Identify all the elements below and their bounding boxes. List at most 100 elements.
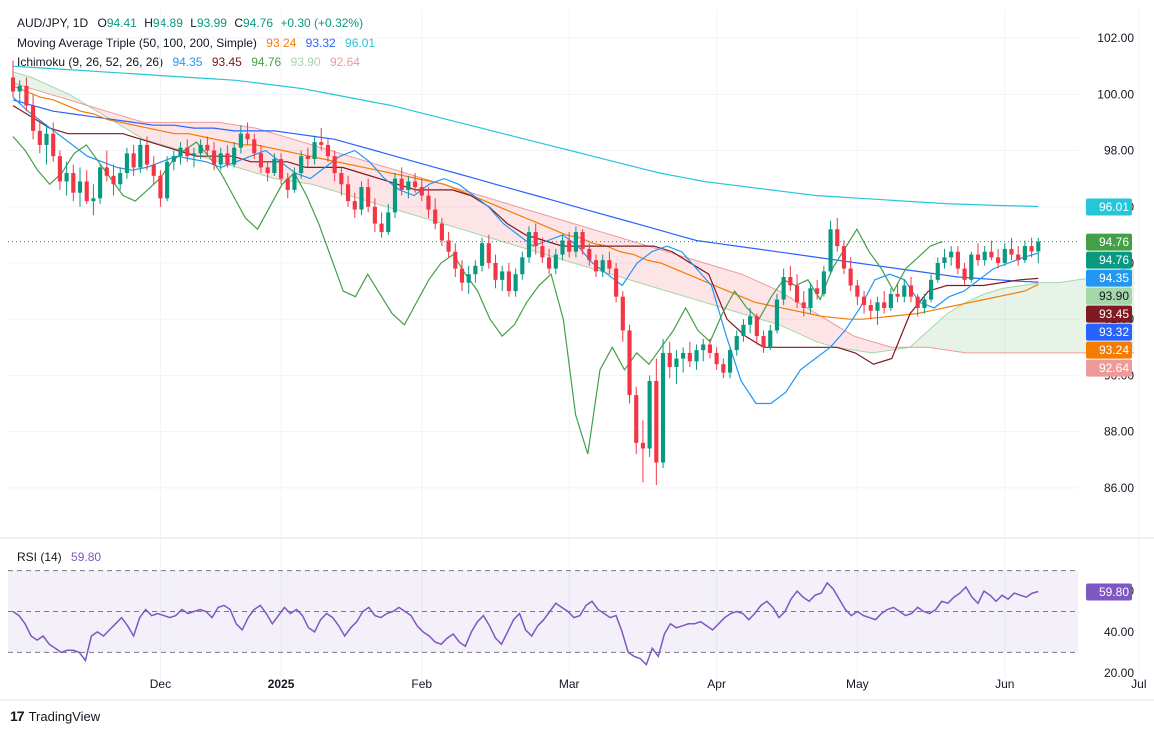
candle (902, 279, 907, 303)
candle-body (486, 243, 491, 263)
candle (406, 175, 411, 199)
candle (144, 136, 150, 171)
candle-body (587, 248, 592, 261)
candle (292, 167, 297, 193)
candle-body (721, 364, 726, 373)
candle-body (292, 173, 297, 190)
candle-body (138, 144, 143, 168)
candle (714, 347, 719, 370)
ma-legend-title: Moving Average Triple (50, 100, 200, Sim… (17, 36, 257, 50)
candle (573, 226, 578, 258)
candle (882, 291, 887, 314)
tenkan-value: 94.35 (172, 55, 203, 69)
candle-body (761, 336, 766, 348)
candle-body (848, 268, 853, 286)
candle-body (466, 274, 471, 283)
x-tick-label: Apr (707, 677, 726, 691)
span-b-value: 92.64 (329, 55, 360, 69)
candle-body (453, 251, 458, 269)
rsi-value-label: 59.80 (1099, 585, 1129, 599)
candle (868, 299, 873, 320)
candle (815, 279, 820, 300)
rsi-y-tick-label: 20.00 (1104, 666, 1134, 680)
candle (493, 254, 498, 289)
candle-body (1009, 248, 1014, 255)
x-tick-label: Jul (1131, 677, 1146, 691)
cloud-segment (442, 184, 462, 230)
candle (1022, 240, 1027, 263)
candle-body (1022, 246, 1027, 261)
y-tick-label: 98.00 (1104, 144, 1134, 158)
cloud-segment (125, 116, 144, 140)
candle-body (982, 251, 987, 261)
candle-body (687, 352, 692, 362)
candle-body (567, 240, 572, 252)
candle (332, 150, 337, 182)
candle (238, 125, 243, 154)
y-tick-label: 88.00 (1104, 425, 1134, 439)
candle (285, 173, 290, 199)
candle-body (285, 178, 290, 190)
candle-body (634, 395, 639, 443)
span-a-value: 93.90 (290, 55, 321, 69)
candle-body (165, 161, 170, 199)
candle (1009, 237, 1014, 261)
candle (426, 187, 431, 218)
candle (312, 136, 317, 165)
candle (681, 347, 686, 373)
candle-body (553, 254, 558, 269)
candle (352, 192, 357, 218)
candle (855, 279, 860, 306)
candle (57, 150, 62, 190)
candle (1016, 246, 1021, 266)
tradingview-brand[interactable]: 17 TradingView (10, 708, 100, 724)
candle (614, 262, 619, 303)
candle (875, 296, 880, 325)
candle-body (614, 268, 619, 297)
candle-body (211, 150, 217, 165)
candle (687, 341, 692, 367)
low-value: 93.99 (196, 16, 227, 30)
ichimoku-cloud (13, 71, 1135, 353)
candle (359, 181, 364, 216)
cloud-segment (947, 302, 966, 353)
candle-body (734, 336, 739, 351)
candle (339, 167, 344, 196)
candle-body (305, 156, 310, 159)
candle (674, 350, 679, 384)
candle (466, 265, 471, 294)
candle-body (908, 285, 914, 297)
candle-body (801, 302, 806, 308)
candle (31, 94, 36, 140)
candle (794, 274, 800, 308)
cloud-segment (461, 189, 481, 235)
candle-body (171, 156, 176, 162)
candle-body (459, 268, 465, 283)
candle (158, 170, 163, 207)
chikou-value: 94.76 (251, 55, 282, 69)
candle-body (198, 144, 203, 154)
candle-body (922, 299, 927, 308)
candle (372, 198, 377, 233)
candle-body (741, 324, 746, 337)
candle (392, 173, 398, 218)
candle (701, 338, 706, 362)
candle (526, 226, 532, 263)
candle-body (51, 133, 56, 157)
candle-body (580, 232, 585, 249)
candle-body (694, 350, 699, 362)
candle-body (526, 232, 532, 258)
candle-body (379, 223, 384, 233)
candle-body (520, 257, 525, 275)
candle (84, 170, 89, 204)
candle (962, 262, 967, 286)
candle-body (24, 85, 29, 106)
candle (754, 313, 759, 345)
rsi-legend-value: 59.80 (71, 550, 102, 564)
candle-body (1029, 246, 1034, 252)
cloud-segment (1022, 282, 1041, 353)
candle-body (707, 344, 713, 353)
candle (547, 248, 552, 275)
candle (205, 136, 210, 157)
